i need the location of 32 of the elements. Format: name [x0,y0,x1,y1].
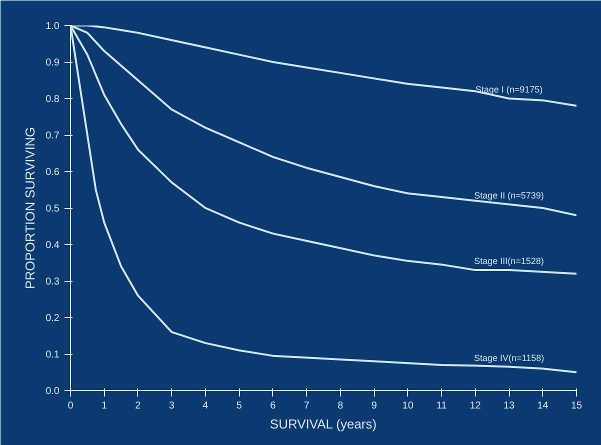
y-tick-label: 0.8 [46,94,60,105]
x-tick-label: 1 [101,400,108,412]
x-tick-label: 9 [371,400,378,412]
y-tick-label: 0.1 [46,350,60,360]
series-label: Stage IV(n=1158) [474,352,544,363]
x-tick-label: 11 [436,400,448,412]
x-tick-label: 12 [470,400,482,412]
x-tick-label: 14 [537,400,549,412]
y-tick-label: 0.5 [46,204,60,214]
x-tick-label: 6 [270,400,276,412]
y-tick-label: 0.6 [46,167,60,178]
y-tick-label: 1.0 [46,21,60,32]
series-label: Stage II (n=5739) [474,190,544,200]
y-axis-title: PROPORTION SURVIVING [22,126,38,290]
x-tick-label: 7 [304,400,310,412]
y-tick-label: 0.3 [46,276,60,288]
y-tick-label: 0.9 [46,58,60,68]
y-tick-label: 0.4 [46,240,60,251]
y-tick-label: 0.0 [46,386,60,397]
x-axis-title: SURVIVAL (years) [270,416,377,432]
x-tick-label: 2 [135,400,142,412]
x-tick-label: 13 [503,400,516,412]
x-tick-label: 8 [338,400,344,412]
x-tick-label: 10 [402,400,414,412]
y-tick-label: 0.7 [46,130,60,142]
x-tick-label: 5 [236,400,242,412]
x-tick-label: 3 [168,400,175,412]
x-tick-label: 15 [570,400,582,412]
y-tick-label: 0.2 [46,313,60,324]
x-tick-label: 0 [68,400,74,412]
series-label: Stage III(n=1528) [474,256,544,266]
x-tick-label: 4 [202,400,209,412]
